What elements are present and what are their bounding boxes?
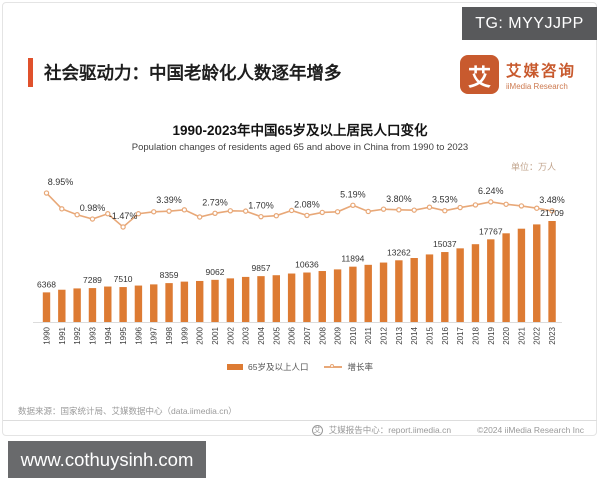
svg-text:1996: 1996	[134, 326, 143, 344]
page-title: 社会驱动力：中国老龄化人数逐年增多	[44, 63, 342, 83]
report-center-link: 艾媒报告中心：report.iimedia.cn	[328, 425, 452, 435]
accent-bar	[28, 58, 33, 87]
svg-text:2003: 2003	[242, 326, 251, 344]
copyright-text: ©2024 iiMedia Research Inc	[477, 425, 584, 435]
legend-item-population: 65岁及以上人口	[227, 361, 308, 373]
svg-text:0.98%: 0.98%	[80, 203, 106, 213]
svg-text:2008: 2008	[318, 326, 327, 344]
svg-text:5.19%: 5.19%	[340, 189, 366, 199]
svg-text:1990: 1990	[43, 326, 52, 344]
svg-text:9857: 9857	[252, 263, 271, 273]
line-swatch-icon	[324, 363, 343, 371]
svg-text:1991: 1991	[58, 326, 67, 344]
svg-text:2009: 2009	[334, 326, 343, 344]
svg-text:2.73%: 2.73%	[202, 197, 228, 207]
svg-text:2011: 2011	[364, 326, 373, 344]
svg-text:1998: 1998	[165, 326, 174, 344]
svg-text:1.70%: 1.70%	[248, 201, 274, 211]
svg-text:3.53%: 3.53%	[432, 195, 458, 205]
svg-text:8.95%: 8.95%	[48, 177, 74, 187]
svg-text:-1.47%: -1.47%	[109, 211, 138, 221]
svg-text:2018: 2018	[471, 326, 480, 344]
iimedia-logo: 艾 艾媒咨询 iiMedia Research	[459, 55, 576, 94]
svg-text:6368: 6368	[37, 279, 56, 289]
svg-text:6.24%: 6.24%	[478, 186, 504, 196]
svg-text:1997: 1997	[150, 326, 159, 344]
svg-text:2007: 2007	[303, 326, 312, 344]
svg-text:3.80%: 3.80%	[386, 194, 412, 204]
svg-text:2006: 2006	[288, 326, 297, 344]
logo-name-cn: 艾媒咨询	[505, 62, 576, 80]
svg-text:8359: 8359	[160, 270, 179, 280]
svg-text:1994: 1994	[104, 326, 113, 344]
header: 社会驱动力：中国老龄化人数逐年增多	[28, 58, 342, 87]
data-source: 数据来源：国家统计局、艾媒数据中心（data.iimedia.cn）	[18, 406, 237, 416]
svg-text:2001: 2001	[211, 326, 220, 344]
svg-text:2010: 2010	[349, 326, 358, 344]
svg-text:7289: 7289	[83, 275, 102, 285]
footer-divider	[3, 420, 597, 421]
site-watermark-text: www.cothuysinh.com	[20, 448, 194, 470]
svg-text:2015: 2015	[426, 326, 435, 344]
svg-text:3.48%: 3.48%	[539, 195, 565, 205]
card-border	[2, 2, 597, 436]
svg-text:13262: 13262	[387, 247, 411, 257]
chart-subtitle: Population changes of residents aged 65 …	[131, 142, 469, 153]
population-chart: 6368 8.95% 7289 0.98% 7510 -1.47% 8359 3.39% 906…	[33, 177, 565, 345]
svg-text:10636: 10636	[295, 260, 319, 270]
legend-label-growth-rate: 增长率	[347, 362, 373, 372]
svg-text:2005: 2005	[272, 326, 281, 344]
svg-text:2.08%: 2.08%	[294, 199, 320, 209]
telegram-watermark-text: TG: MYYJJPP	[475, 14, 584, 32]
svg-text:2002: 2002	[226, 326, 235, 344]
svg-text:2013: 2013	[395, 326, 404, 344]
logo-name-en: iiMedia Research	[505, 81, 568, 91]
svg-text:1999: 1999	[180, 326, 189, 344]
svg-text:2020: 2020	[502, 326, 511, 344]
svg-text:2022: 2022	[533, 326, 542, 344]
svg-text:1993: 1993	[88, 326, 97, 344]
chart-title: 1990-2023年中国65岁及以上居民人口变化	[172, 123, 428, 138]
chart-legend: 65岁及以上人口 增长率	[0, 361, 600, 373]
svg-text:2017: 2017	[456, 326, 465, 344]
svg-text:17767: 17767	[479, 226, 503, 236]
footer: 艾 艾媒报告中心：report.iimedia.cn ©2024 iiMedia…	[311, 424, 584, 436]
svg-text:2004: 2004	[257, 326, 266, 344]
svg-text:11894: 11894	[341, 254, 364, 264]
svg-text:2014: 2014	[410, 326, 419, 344]
telegram-watermark: TG: MYYJJPP	[462, 7, 597, 40]
svg-text:7510: 7510	[114, 274, 133, 284]
svg-text:2021: 2021	[517, 326, 526, 344]
svg-text:2016: 2016	[441, 326, 450, 344]
iimedia-logo-icon: 艾	[459, 55, 499, 94]
svg-text:2023: 2023	[548, 326, 557, 344]
svg-text:1992: 1992	[73, 326, 82, 344]
svg-text:1995: 1995	[119, 326, 128, 344]
svg-text:21709: 21709	[540, 208, 564, 218]
svg-text:3.39%: 3.39%	[156, 195, 182, 205]
legend-label-population: 65岁及以上人口	[248, 362, 309, 372]
site-watermark: www.cothuysinh.com	[8, 441, 206, 478]
bar-swatch-icon	[227, 364, 243, 370]
svg-text:2000: 2000	[196, 326, 205, 344]
svg-text:2019: 2019	[487, 326, 496, 344]
svg-text:9062: 9062	[206, 267, 225, 277]
unit-label: 单位：万人	[510, 162, 556, 172]
svg-text:2012: 2012	[380, 326, 389, 344]
iimedia-badge-icon: 艾	[311, 424, 323, 436]
legend-item-growth-rate: 增长率	[324, 361, 373, 373]
svg-text:15037: 15037	[433, 239, 457, 249]
